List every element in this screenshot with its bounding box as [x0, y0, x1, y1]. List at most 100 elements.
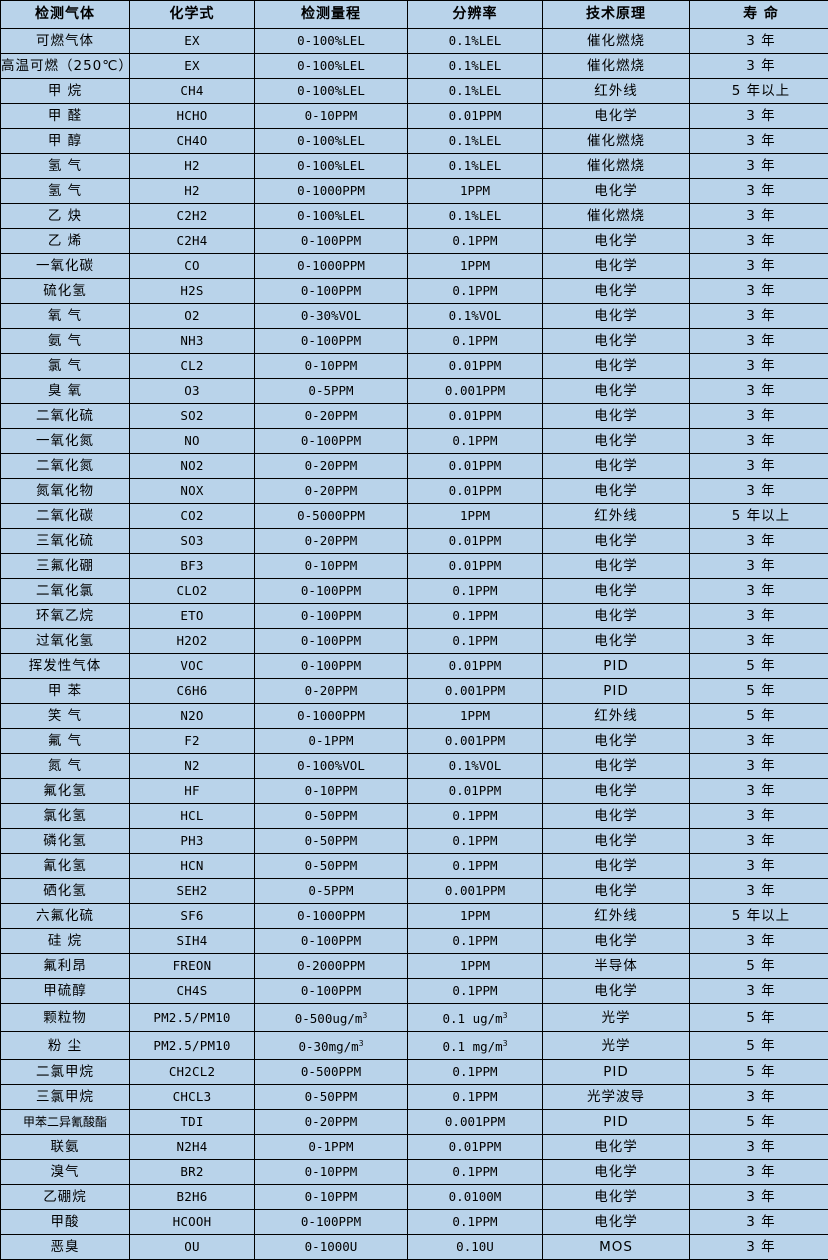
cell-detection-range: 0-100PPM — [255, 279, 408, 304]
cell-lifetime: 3 年 — [690, 579, 828, 604]
cell-lifetime: 3 年 — [690, 329, 828, 354]
cell-detection-range: 0-10PPM — [255, 554, 408, 579]
cell-lifetime: 3 年 — [690, 754, 828, 779]
cell-gas-name: 氟化氢 — [1, 779, 130, 804]
cell-lifetime: 3 年 — [690, 554, 828, 579]
cell-resolution: 0.1PPM — [408, 929, 543, 954]
cell-technology: 电化学 — [543, 554, 690, 579]
cell-gas-name: 二氧化氮 — [1, 454, 130, 479]
cell-resolution: 0.1%LEL — [408, 154, 543, 179]
cell-resolution: 0.001PPM — [408, 729, 543, 754]
cell-gas-name: 氟 气 — [1, 729, 130, 754]
cell-lifetime: 3 年 — [690, 479, 828, 504]
cell-gas-name: 氰化氢 — [1, 854, 130, 879]
cell-resolution: 0.1PPM — [408, 1210, 543, 1235]
cell-chemical-formula: NO2 — [130, 454, 255, 479]
cell-technology: 电化学 — [543, 404, 690, 429]
cell-technology: MOS — [543, 1235, 690, 1260]
cell-chemical-formula: HCN — [130, 854, 255, 879]
cell-detection-range: 0-100%LEL — [255, 79, 408, 104]
cell-chemical-formula: EX — [130, 29, 255, 54]
cell-gas-name: 氮 气 — [1, 754, 130, 779]
cell-detection-range: 0-5PPM — [255, 379, 408, 404]
cell-technology: 电化学 — [543, 1135, 690, 1160]
cell-chemical-formula: HCOOH — [130, 1210, 255, 1235]
cell-resolution: 0.01PPM — [408, 404, 543, 429]
cell-resolution: 1PPM — [408, 904, 543, 929]
cell-lifetime: 3 年 — [690, 1185, 828, 1210]
cell-gas-name: 一氧化氮 — [1, 429, 130, 454]
cell-resolution: 1PPM — [408, 954, 543, 979]
cell-lifetime: 5 年 — [690, 1004, 828, 1032]
cell-resolution: 0.1%LEL — [408, 29, 543, 54]
cell-gas-name: 氯 气 — [1, 354, 130, 379]
cell-chemical-formula: CHCL3 — [130, 1085, 255, 1110]
cell-technology: 半导体 — [543, 954, 690, 979]
cell-technology: 电化学 — [543, 754, 690, 779]
cell-chemical-formula: TDI — [130, 1110, 255, 1135]
cell-technology: 电化学 — [543, 829, 690, 854]
cell-chemical-formula: SEH2 — [130, 879, 255, 904]
cell-gas-name: 粉 尘 — [1, 1032, 130, 1060]
cell-technology: 电化学 — [543, 379, 690, 404]
cell-technology: 催化燃烧 — [543, 129, 690, 154]
header-technology: 技术原理 — [543, 1, 690, 29]
cell-lifetime: 3 年 — [690, 1235, 828, 1260]
cell-resolution: 0.1%LEL — [408, 129, 543, 154]
cell-chemical-formula: BF3 — [130, 554, 255, 579]
cell-gas-name: 甲硫醇 — [1, 979, 130, 1004]
cell-technology: 红外线 — [543, 904, 690, 929]
cell-lifetime: 3 年 — [690, 354, 828, 379]
cell-technology: 催化燃烧 — [543, 204, 690, 229]
cell-detection-range: 0-100PPM — [255, 654, 408, 679]
cell-detection-range: 0-20PPM — [255, 679, 408, 704]
cell-detection-range: 0-30%VOL — [255, 304, 408, 329]
cell-detection-range: 0-100PPM — [255, 579, 408, 604]
cell-gas-name: 氢 气 — [1, 154, 130, 179]
cell-gas-name: 乙 烯 — [1, 229, 130, 254]
cell-detection-range: 0-100PPM — [255, 1210, 408, 1235]
cell-chemical-formula: B2H6 — [130, 1185, 255, 1210]
cell-gas-name: 二氧化氯 — [1, 579, 130, 604]
cell-lifetime: 5 年以上 — [690, 504, 828, 529]
cell-gas-name: 恶臭 — [1, 1235, 130, 1260]
cell-technology: 电化学 — [543, 254, 690, 279]
cell-gas-name: 过氧化氢 — [1, 629, 130, 654]
cell-gas-name: 乙 炔 — [1, 204, 130, 229]
cell-detection-range: 0-100PPM — [255, 604, 408, 629]
cell-resolution: 0.1PPM — [408, 854, 543, 879]
cell-lifetime: 3 年 — [690, 1160, 828, 1185]
cell-lifetime: 3 年 — [690, 454, 828, 479]
cell-chemical-formula: NH3 — [130, 329, 255, 354]
cell-detection-range: 0-10PPM — [255, 1185, 408, 1210]
cell-chemical-formula: PM2.5/PM10 — [130, 1032, 255, 1060]
cell-gas-name: 乙硼烷 — [1, 1185, 130, 1210]
cell-detection-range: 0-100PPM — [255, 629, 408, 654]
cell-resolution: 1PPM — [408, 704, 543, 729]
cell-chemical-formula: C6H6 — [130, 679, 255, 704]
cell-chemical-formula: PH3 — [130, 829, 255, 854]
cell-gas-name: 甲 醇 — [1, 129, 130, 154]
cell-resolution: 1PPM — [408, 254, 543, 279]
cell-gas-name: 三氯甲烷 — [1, 1085, 130, 1110]
cell-chemical-formula: SF6 — [130, 904, 255, 929]
